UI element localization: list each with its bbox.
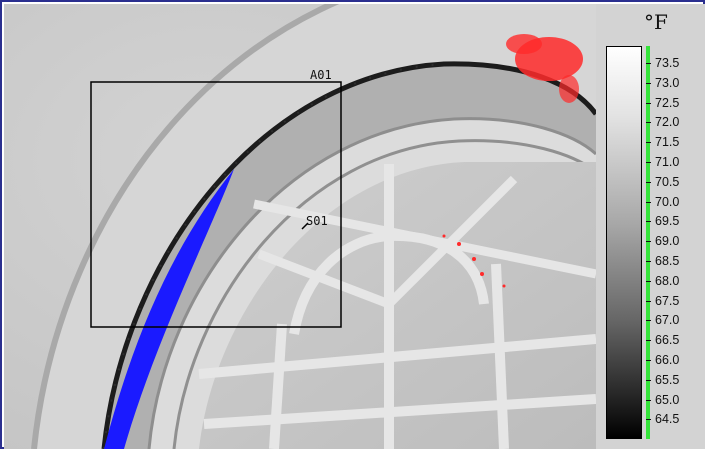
window-mullion-1 — [269, 323, 287, 449]
spot-label: S01 — [306, 214, 328, 228]
temperature-tick-label: 70.5 — [645, 175, 679, 189]
temperature-tick-label: 69.5 — [645, 214, 679, 228]
temperature-tick-label: 65.5 — [645, 373, 679, 387]
window-spoke-3 — [253, 199, 596, 279]
thermal-image[interactable]: A01 S01 — [4, 4, 596, 449]
area-box-label: A01 — [310, 68, 332, 82]
temperature-tick-list: 73.5 73.0 72.5 72.0 71.5 71.0 70.5 70.0 69.5 69.0… — [645, 46, 702, 439]
window-transom-2 — [203, 394, 596, 429]
temperature-tick-label: 70.0 — [645, 195, 679, 209]
temperature-tick-label: 67.0 — [645, 313, 679, 327]
area-measurement-box[interactable] — [90, 81, 342, 328]
hot-alarm-region — [442, 34, 583, 288]
window-mullion-3 — [491, 263, 509, 449]
temperature-tick-label: 64.5 — [645, 412, 679, 426]
temperature-tick-label: 73.0 — [645, 76, 679, 90]
temperature-tick-label: 72.0 — [645, 115, 679, 129]
spot-marker[interactable] — [301, 222, 309, 230]
temperature-tick-label: 65.0 — [645, 393, 679, 407]
thermal-image-canvas — [4, 4, 596, 449]
temperature-scale-panel: °F 73.5 73.0 72.5 72.0 71.5 71.0 70.5 70.0 69.5 6… — [596, 4, 705, 449]
inner-molding-line-2 — [172, 139, 596, 449]
temperature-gradient-bar — [606, 46, 642, 439]
temperature-tick-label: 68.5 — [645, 254, 679, 268]
temperature-tick-label: 69.0 — [645, 234, 679, 248]
temperature-tick-label: 72.5 — [645, 96, 679, 110]
window-spoke-1 — [257, 249, 391, 309]
isotherm-stripe — [646, 46, 650, 439]
temperature-tick-label: 66.5 — [645, 333, 679, 347]
outer-arch-edge — [31, 4, 340, 449]
temperature-tick-label: 71.0 — [645, 155, 679, 169]
arch-stud-dots — [103, 63, 445, 449]
temperature-tick-label: 66.0 — [645, 353, 679, 367]
temperature-tick-label: 73.5 — [645, 56, 679, 70]
temperature-tick-label: 71.5 — [645, 135, 679, 149]
temperature-unit: °F — [644, 10, 668, 34]
temperature-tick-label: 67.5 — [645, 294, 679, 308]
window-transom-1 — [198, 334, 596, 379]
inner-molding-line-1 — [147, 117, 596, 449]
temperature-tick-label: 68.0 — [645, 274, 679, 288]
cold-alarm-region — [104, 169, 234, 449]
